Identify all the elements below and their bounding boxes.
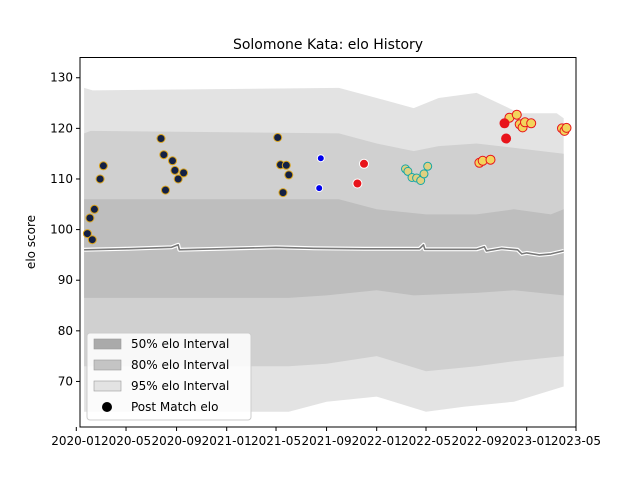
data-point-0-17 [284,170,294,180]
plot-area [82,87,572,412]
data-point-1-1 [315,184,324,193]
legend-label-2: 95% elo Interval [131,379,229,393]
data-point-0-5 [98,161,108,171]
data-point-0-12 [179,168,189,178]
x-tick-label: 2021-05 [251,434,301,448]
data-point-0-1 [85,213,95,223]
y-tick-label: 130 [50,71,73,85]
x-tick-label: 2022-09 [451,434,501,448]
x-tick-label: 2023-05 [551,434,601,448]
x-tick-label: 2020-09 [151,434,201,448]
data-point-0-6 [156,134,166,143]
legend-swatch-2 [93,380,122,392]
data-point-1-0 [316,154,325,163]
mean-elo-line [84,244,564,256]
data-point-2-1 [359,158,369,169]
x-tick-label: 2020-01 [51,434,101,448]
axes-frame [79,57,577,428]
data-point-4-11 [561,122,572,133]
legend-marker-3 [102,402,112,412]
x-tick-label: 2021-01 [202,434,252,448]
y-tick-label: 70 [58,374,73,388]
legend-label-3: Post Match elo [131,400,218,414]
data-point-0-3 [89,204,99,214]
data-point-2-0 [352,178,363,189]
data-point-0-4 [95,174,105,184]
data-point-4-2 [485,154,496,165]
chart-title: Solomone Kata: elo History [233,37,423,53]
legend-label-0: 50% elo Interval [131,337,229,351]
x-tick-label: 2022-01 [352,434,402,448]
x-tick-label: 2023-01 [502,434,552,448]
data-point-0-2 [87,235,97,245]
legend-label-1: 80% elo Interval [131,358,229,372]
data-point-0-11 [173,174,183,184]
data-point-3-1 [403,166,413,176]
y-tick-label: 80 [58,324,73,338]
legend-box [86,332,252,421]
x-tick-label: 2022-05 [401,434,451,448]
legend: 50% elo Interval 80% elo Interval 95% elo … [86,332,252,421]
data-point-0-10 [170,165,180,175]
y-tick-label: 120 [50,121,73,135]
data-point-0-0 [82,229,92,239]
data-point-4-4 [511,109,522,120]
y-tick-label: 110 [50,172,73,186]
data-point-5-1 [501,133,512,144]
y-axis-label: elo score [24,215,38,269]
data-point-5-0 [499,118,510,129]
x-tick-label: 2020-05 [101,434,151,448]
data-point-0-16 [281,160,291,170]
data-point-0-13 [273,133,283,142]
data-point-0-9 [168,156,177,166]
legend-swatch-0 [93,338,122,350]
data-point-4-8 [526,118,537,129]
data-point-0-7 [159,150,169,160]
data-point-0-15 [278,188,288,198]
data-point-0-8 [161,185,170,195]
data-point-3-5 [419,169,429,179]
x-tick-label: 2021-09 [301,434,351,448]
legend-swatch-1 [93,359,122,371]
y-tick-label: 90 [58,273,73,287]
data-point-3-6 [423,161,433,171]
y-tick-label: 100 [50,223,73,237]
